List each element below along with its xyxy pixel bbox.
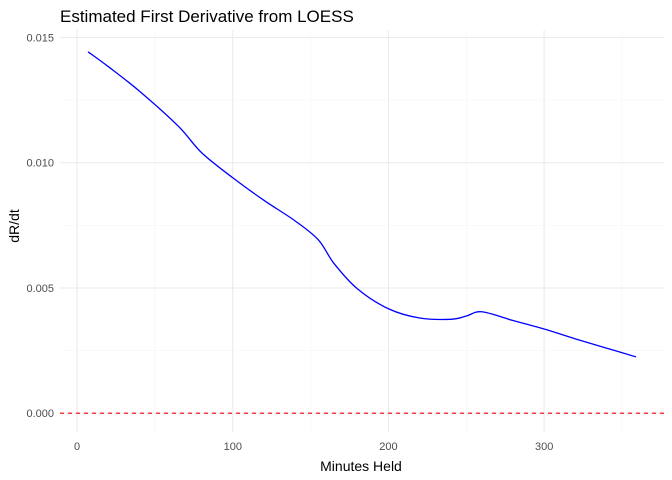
y-tick-label: 0.015 — [26, 33, 54, 45]
series-line-derivative — [88, 52, 636, 357]
y-tick-label: 0.005 — [26, 283, 54, 295]
y-tick-label: 0.000 — [26, 408, 54, 420]
y-tick-label: 0.010 — [26, 158, 54, 170]
x-tick-label: 200 — [379, 441, 397, 453]
x-tick-label: 300 — [535, 441, 553, 453]
x-tick-label: 0 — [74, 441, 80, 453]
y-axis-title: dR/dt — [6, 209, 22, 243]
x-axis-title: Minutes Held — [320, 458, 402, 474]
plot-panel: 0 100 200 300 0.000 0.005 0.010 0.015 — [26, 30, 664, 453]
chart-title: Estimated First Derivative from LOESS — [60, 7, 354, 26]
x-tick-label: 100 — [224, 441, 242, 453]
